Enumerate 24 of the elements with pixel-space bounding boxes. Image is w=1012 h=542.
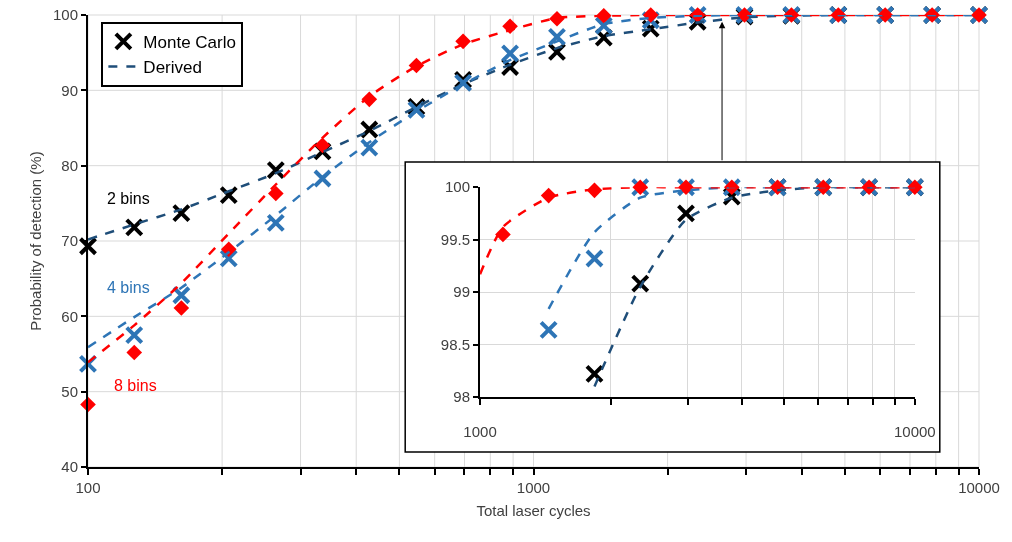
y-tick-label: 99 [453, 283, 471, 301]
x-tick-label: 1000 [516, 479, 551, 496]
annotation: 2 bins [107, 190, 150, 207]
y-tick-label: 100 [52, 6, 78, 24]
y-tick-label: 40 [61, 458, 78, 476]
y-tick-label: 99.5 [440, 230, 471, 248]
x-tick-label: 10000 [893, 422, 936, 440]
y-axis-title: Probability of detection (%) [26, 151, 44, 331]
y-tick-label: 60 [61, 307, 78, 325]
y-tick-label: 70 [61, 232, 78, 250]
y-tick-label: 50 [61, 382, 78, 400]
x-tick-label: 100 [75, 479, 101, 496]
annotation: 4 bins [107, 279, 150, 296]
annotation: 8 bins [114, 377, 157, 394]
y-tick-label: 98.5 [440, 335, 471, 353]
legend-label: Monte Carlo [143, 32, 236, 52]
y-tick-label: 98 [453, 388, 471, 406]
x-axis-title: Total laser cycles [476, 501, 591, 519]
x-tick-label: 10000 [958, 479, 1000, 496]
x-tick-label: 1000 [463, 422, 497, 440]
legend-label: Derived [143, 58, 202, 78]
y-tick-label: 90 [61, 81, 78, 99]
y-tick-label: 100 [445, 178, 471, 196]
y-tick-label: 80 [61, 156, 78, 174]
